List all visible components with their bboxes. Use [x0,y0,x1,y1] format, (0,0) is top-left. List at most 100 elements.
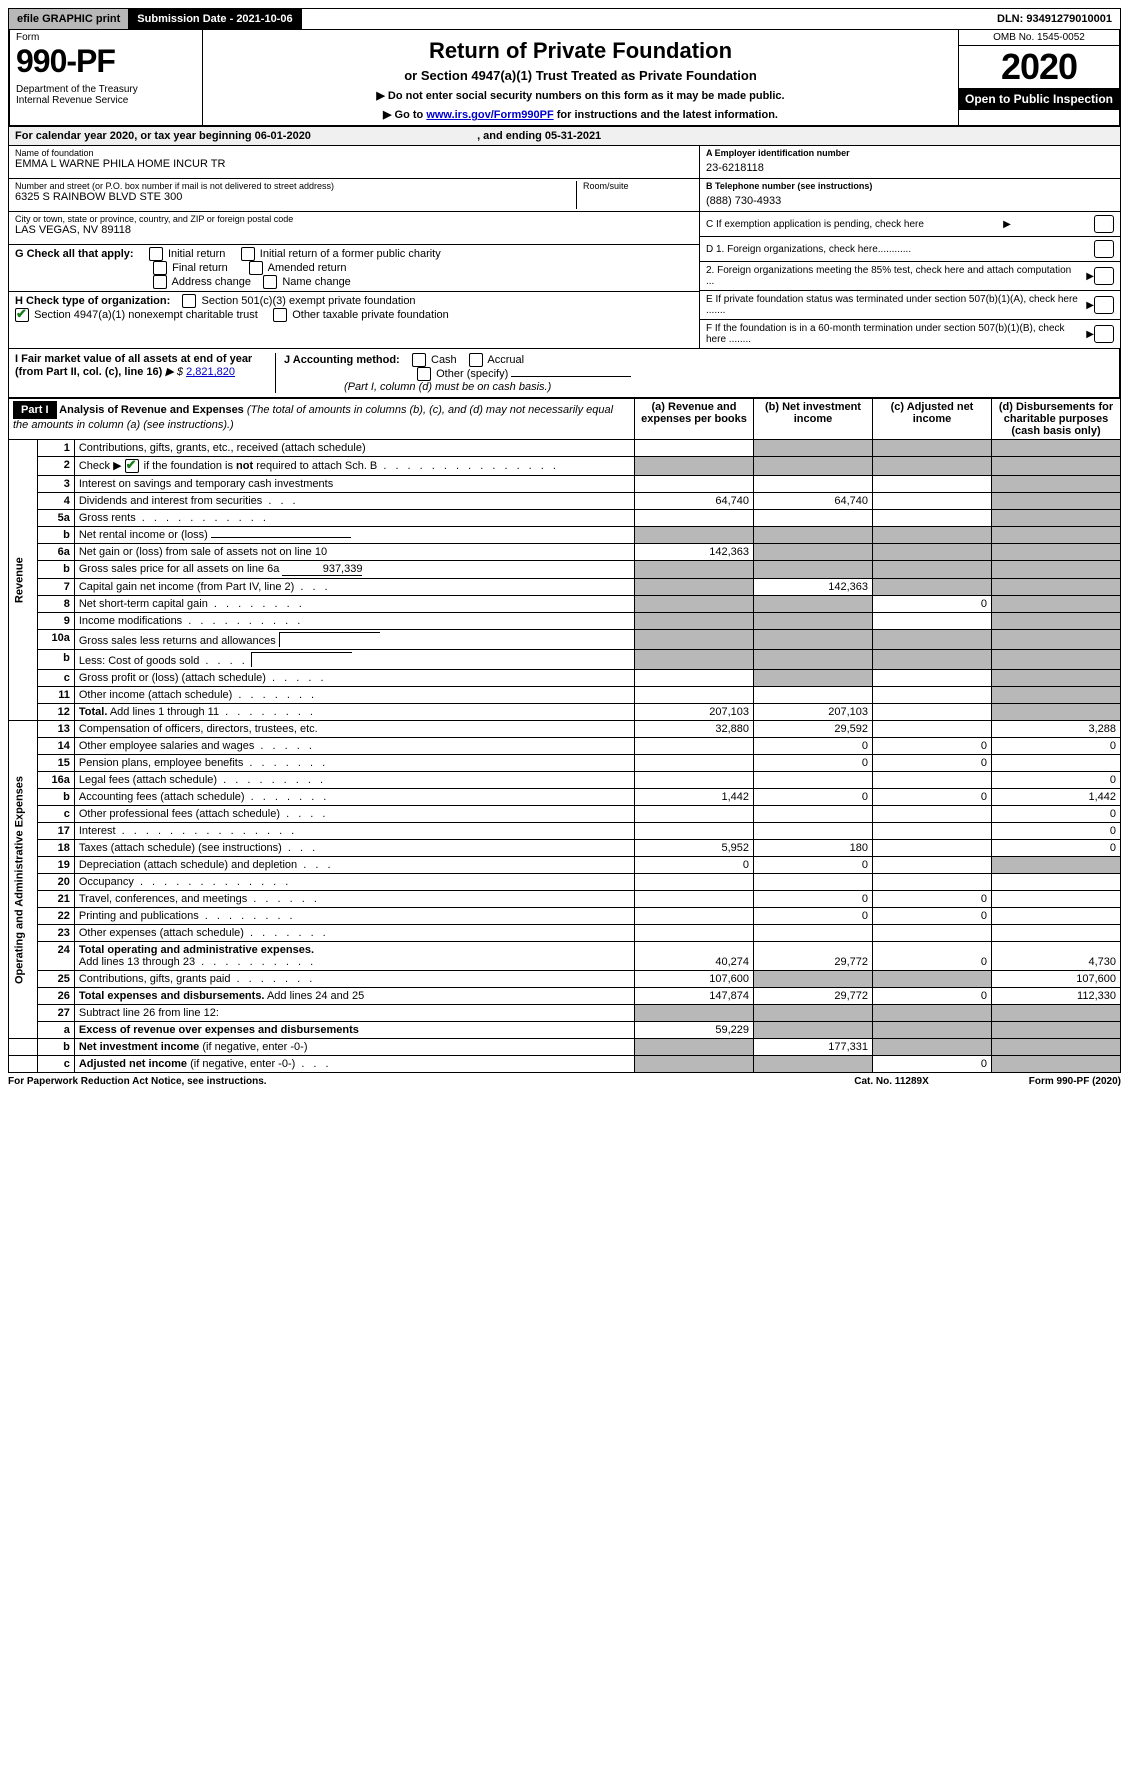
c-exemption-row: C If exemption application is pending, c… [700,212,1120,237]
header-center: Return of Private Foundation or Section … [203,30,958,125]
table-row: aExcess of revenue over expenses and dis… [9,1022,1121,1039]
form-subtitle: or Section 4947(a)(1) Trust Treated as P… [211,68,950,83]
addr-label: Number and street (or P.O. box number if… [15,181,576,191]
table-row: 21Travel, conferences, and meetings . . … [9,891,1121,908]
part1-header-cell: Part I Analysis of Revenue and Expenses … [9,399,635,440]
ein-row: A Employer identification number 23-6218… [700,146,1120,179]
i-value[interactable]: 2,821,820 [186,366,235,378]
table-row: 4Dividends and interest from securities … [9,493,1121,510]
table-row: 23Other expenses (attach schedule) . . .… [9,925,1121,942]
schB-checkbox[interactable] [125,459,139,473]
room-suite: Room/suite [576,181,693,209]
name-label: Name of foundation [15,148,693,158]
table-row: 24Total operating and administrative exp… [9,942,1121,971]
amended-return-label: Amended return [268,262,347,274]
table-row: cAdjusted net income (if negative, enter… [9,1056,1121,1073]
table-row: 18Taxes (attach schedule) (see instructi… [9,840,1121,857]
desc: Contributions, gifts, grants, etc., rece… [74,440,634,457]
table-row: bAccounting fees (attach schedule) . . .… [9,789,1121,806]
department-label: Department of the Treasury Internal Reve… [16,84,196,106]
dln-label: DLN: 93491279010001 [989,9,1120,29]
final-return-checkbox[interactable] [153,261,167,275]
note2-pre: ▶ Go to [383,109,426,121]
table-row: 16aLegal fees (attach schedule) . . . . … [9,772,1121,789]
address-change-checkbox[interactable] [153,275,167,289]
table-row: bLess: Cost of goods sold . . . . [9,650,1121,670]
header-right: OMB No. 1545-0052 2020 Open to Public In… [958,30,1119,125]
e-row: E If private foundation status was termi… [700,291,1120,320]
phone-value: (888) 730-4933 [706,191,1114,207]
col-d-header: (d) Disbursements for charitable purpose… [992,399,1121,440]
header-left: Form 990-PF Department of the Treasury I… [10,30,203,125]
city-row: City or town, state or province, country… [9,212,699,245]
initial-return-checkbox[interactable] [149,247,163,261]
j-note: (Part I, column (d) must be on cash basi… [284,381,551,393]
table-row: 10aGross sales less returns and allowanc… [9,630,1121,650]
s501-checkbox[interactable] [182,294,196,308]
table-row: bGross sales price for all assets on lin… [9,561,1121,579]
open-to-public-label: Open to Public Inspection [959,88,1119,110]
table-row: 26Total expenses and disbursements. Add … [9,988,1121,1005]
form-word: Form [16,32,196,43]
form-number: 990-PF [16,43,196,80]
city-value: LAS VEGAS, NV 89118 [15,224,693,236]
i-block: I Fair market value of all assets at end… [9,349,1120,397]
omb-number: OMB No. 1545-0052 [959,30,1119,46]
form-title: Return of Private Foundation [211,38,950,64]
accrual-checkbox[interactable] [469,353,483,367]
final-return-label: Final return [172,262,228,274]
tax-year: 2020 [959,46,1119,88]
instructions-link[interactable]: www.irs.gov/Form990PF [426,109,553,121]
initial-former-label: Initial return of a former public charit… [260,248,441,260]
g-check-row: G Check all that apply: Initial return I… [9,245,699,292]
col-a-header: (a) Revenue and expenses per books [635,399,754,440]
other-method-checkbox[interactable] [417,367,431,381]
table-row: 7Capital gain net income (from Part IV, … [9,579,1121,596]
amended-return-checkbox[interactable] [249,261,263,275]
f-checkbox[interactable] [1094,325,1114,343]
initial-former-checkbox[interactable] [241,247,255,261]
part1-heading: Analysis of Revenue and Expenses [59,404,244,416]
cash-checkbox[interactable] [412,353,426,367]
s4947-checkbox[interactable] [15,308,29,322]
foundation-name-row: Name of foundation EMMA L WARNE PHILA HO… [9,146,699,179]
f-label: F If the foundation is in a 60-month ter… [706,323,1082,345]
d1-label: D 1. Foreign organizations, check here..… [706,244,911,255]
s4947-label: Section 4947(a)(1) nonexempt charitable … [34,309,258,321]
city-label: City or town, state or province, country… [15,214,693,224]
caly-begin: 06-01-2020 [255,130,311,142]
name-change-checkbox[interactable] [263,275,277,289]
ein-value: 23-6218118 [706,158,1114,174]
table-row: 2 Check ▶ if the foundation is not requi… [9,457,1121,476]
form-note-link: ▶ Go to www.irs.gov/Form990PF for instru… [211,108,950,121]
form-header: Form 990-PF Department of the Treasury I… [8,30,1121,127]
d1-checkbox[interactable] [1094,240,1114,258]
top-bar-spacer [302,9,989,29]
initial-return-label: Initial return [168,248,225,260]
efile-print-label[interactable]: efile GRAPHIC print [9,9,129,29]
f-row: F If the foundation is in a 60-month ter… [700,320,1120,348]
table-row: 8Net short-term capital gain . . . . . .… [9,596,1121,613]
j-lead: J Accounting method: [284,354,400,366]
table-row: 17Interest . . . . . . . . . . . . . . .… [9,823,1121,840]
i-arrow: ▶ $ [165,366,183,378]
submission-date-label: Submission Date - 2021-10-06 [129,9,301,29]
g-lead: G Check all that apply: [15,248,134,260]
other-taxable-checkbox[interactable] [273,308,287,322]
table-row: 14Other employee salaries and wages . . … [9,738,1121,755]
c-checkbox[interactable] [1094,215,1114,233]
table-row: 15Pension plans, employee benefits . . .… [9,755,1121,772]
d2-checkbox[interactable] [1094,267,1114,285]
table-row: cOther professional fees (attach schedul… [9,806,1121,823]
table-row: 6aNet gain or (loss) from sale of assets… [9,544,1121,561]
part1-table: Part I Analysis of Revenue and Expenses … [8,398,1121,1073]
other-taxable-label: Other taxable private foundation [292,309,449,321]
street-address: 6325 S RAINBOW BLVD STE 300 [15,191,576,203]
cash-label: Cash [431,354,457,366]
address-row: Number and street (or P.O. box number if… [9,179,699,212]
e-checkbox[interactable] [1094,296,1114,314]
ident-right: A Employer identification number 23-6218… [699,146,1120,348]
revenue-vlabel: Revenue [9,440,38,721]
table-row: bNet rental income or (loss) [9,527,1121,544]
other-method-label: Other (specify) [436,368,508,380]
